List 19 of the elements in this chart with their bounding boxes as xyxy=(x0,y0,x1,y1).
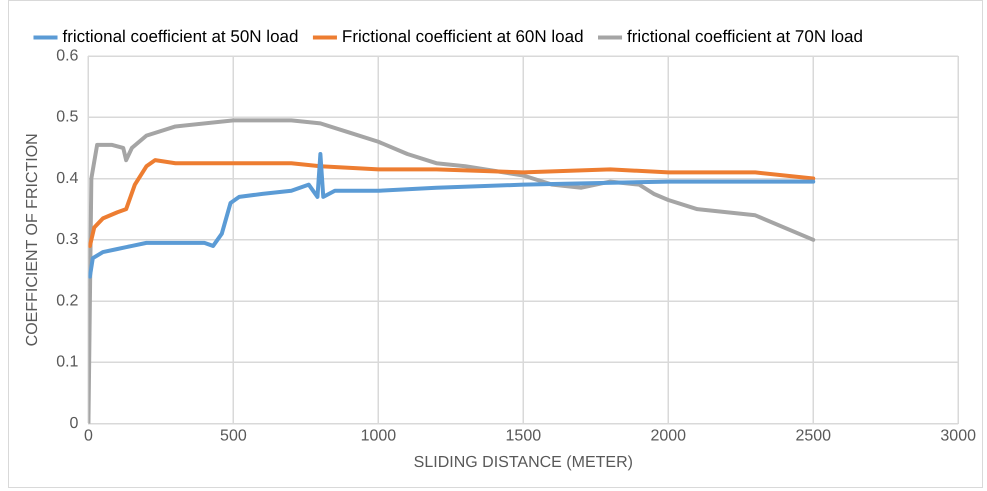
x-tick-label: 1500 xyxy=(506,428,542,445)
x-tick-label: 0 xyxy=(84,428,93,445)
x-tick-label: 3000 xyxy=(940,428,976,445)
y-tick-label: 0 xyxy=(70,415,79,432)
legend-label: Frictional coefficient at 60N load xyxy=(342,27,584,46)
y-tick-label: 0.1 xyxy=(56,354,79,371)
x-axis-title: SLIDING DISTANCE (METER) xyxy=(414,454,633,471)
y-tick-label: 0.3 xyxy=(56,231,79,248)
x-tick-label: 2000 xyxy=(650,428,686,445)
y-tick-label: 0.2 xyxy=(56,292,79,310)
y-tick-label: 0.4 xyxy=(56,170,79,187)
y-tick-label: 0.6 xyxy=(56,47,79,64)
x-tick-label: 2500 xyxy=(795,428,832,445)
legend-label: frictional coefficient at 70N load xyxy=(627,27,863,46)
legend-label: frictional coefficient at 50N load xyxy=(62,27,298,46)
y-axis-title: COEFFICIENT OF FRICTION xyxy=(24,133,42,346)
y-tick-label: 0.5 xyxy=(56,108,79,126)
x-tick-label: 1000 xyxy=(360,428,396,445)
x-tick-label: 500 xyxy=(220,428,247,445)
